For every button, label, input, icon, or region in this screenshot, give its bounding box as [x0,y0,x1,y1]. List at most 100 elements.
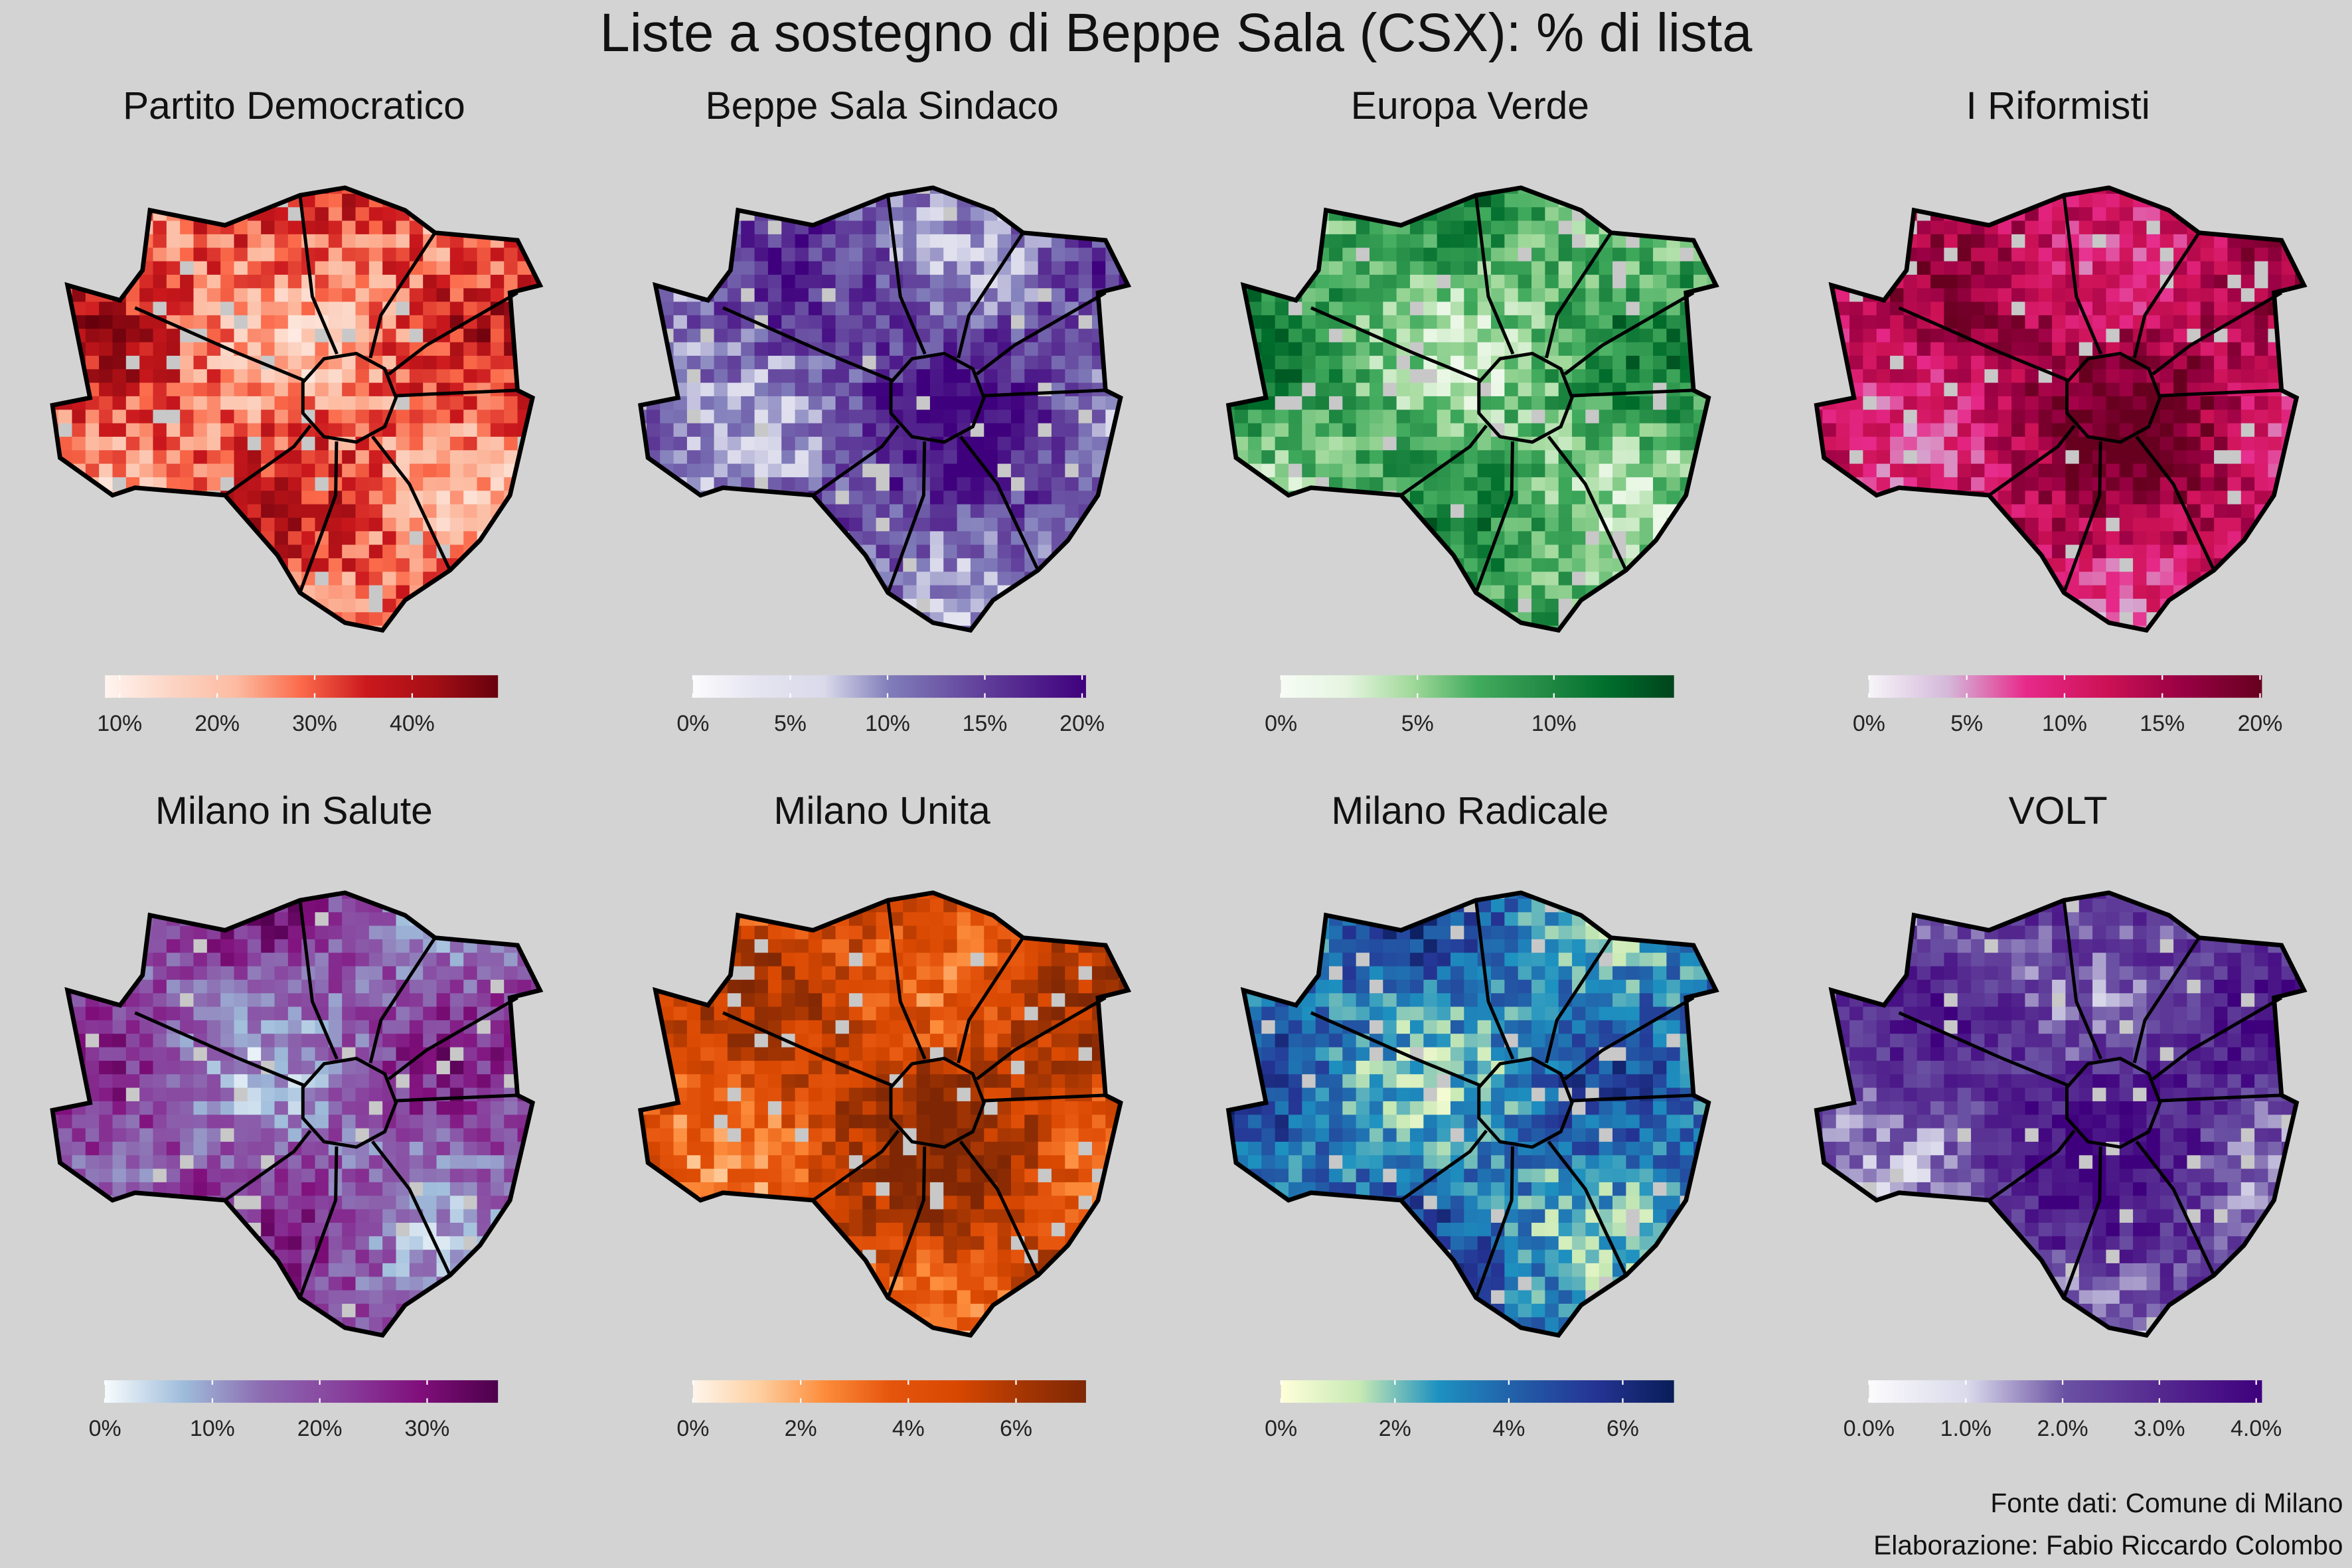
map-cell [903,288,917,303]
map-cell [1504,315,1520,330]
map-cell [355,234,370,249]
map-cell [1917,369,1932,384]
map-cell [1957,410,1972,424]
map-cell [1105,274,1120,289]
map-cell [916,207,931,222]
map-cell [835,301,850,317]
map-cell [1917,274,1932,289]
map-cell [1944,355,1959,370]
map-cell [1917,329,1932,343]
map-cell [2106,248,2121,262]
map-cell [2159,491,2175,505]
map-cell [193,410,208,424]
map-cell [2078,558,2094,573]
map-cell [795,274,810,289]
map-cell [153,248,168,262]
map-cell [1437,220,1452,236]
map-cell [795,463,810,479]
map-cell [274,261,289,276]
map-cell [247,369,262,384]
map-cell [1545,504,1560,519]
map-cell [315,504,330,519]
map-cell [2200,301,2215,317]
map-cell [368,477,384,492]
map-cell [1599,261,1614,276]
map-cell [1051,436,1066,451]
map-cell [862,207,877,222]
map-cell [2078,207,2094,222]
map-cell [166,450,181,465]
map-cell [396,369,411,384]
map-cell [2159,585,2175,600]
map-cell [1971,396,1986,411]
map-cell [1078,477,1093,492]
map-cell [970,342,985,357]
map-cell [1315,274,1330,289]
map-cell [997,315,1012,330]
map-cell [2078,193,2094,208]
map-cell [2133,234,2148,249]
map-cell [997,517,1012,532]
map-cell [1504,369,1520,384]
map-cell [382,355,397,370]
map-cell [1585,301,1601,317]
map-cell [2187,396,2202,411]
map-cell [1585,572,1601,586]
map-cell [1971,288,1986,303]
map-cell [1585,274,1601,289]
map-cell [2078,396,2094,411]
map-cell [247,450,262,465]
map-cell [1356,410,1371,424]
map-cell [1653,504,1668,519]
map-cell [490,288,505,303]
colorbar-tick-label: 0% [676,711,709,736]
map-cell [1626,369,1641,384]
map-cell [396,504,411,519]
map-cell [1024,315,1039,330]
map-cell [261,396,275,411]
map-cell [1930,355,1945,370]
map-cell [2038,423,2053,438]
map-cell [1626,504,1641,519]
map-cell [1545,612,1560,627]
map-cell [1356,301,1371,317]
map-cell [957,382,972,398]
map-cell [1491,342,1506,357]
colorbar-tick-label: 15% [963,711,1008,736]
map-cell [1585,315,1601,330]
map-cell [2011,234,2026,249]
map-cell [916,423,931,438]
map-cell [1930,410,1945,424]
map-cell [477,423,492,438]
map-cell [970,572,985,586]
map-cell [754,274,769,289]
map-cell [943,301,958,317]
map-cell [1383,396,1398,411]
map-cell [795,450,810,465]
map-cell [1450,396,1465,411]
map-cell [315,558,330,573]
map-cell [781,234,796,249]
map-cell [2052,544,2067,560]
map-cell [1491,261,1506,276]
map-cell [781,301,796,317]
map-cell [1930,382,1945,398]
map-cell [700,329,715,343]
colorbar-tick-label: 20% [1059,711,1105,736]
map-cell [2011,220,2026,236]
map-cell [1328,248,1344,262]
map-cell [234,315,249,330]
map-cell [1038,517,1053,532]
map-cell [2159,234,2175,249]
map-cell [1491,410,1506,424]
map-cell [301,329,316,343]
map-cell [1504,558,1520,573]
map-cell [1464,315,1479,330]
map-cell [368,572,384,586]
map-cell [957,248,972,262]
map-cell [382,207,397,222]
map-cell [970,248,985,262]
map-cell [463,329,478,343]
map-cell [1612,436,1627,451]
map-cell [287,301,303,317]
